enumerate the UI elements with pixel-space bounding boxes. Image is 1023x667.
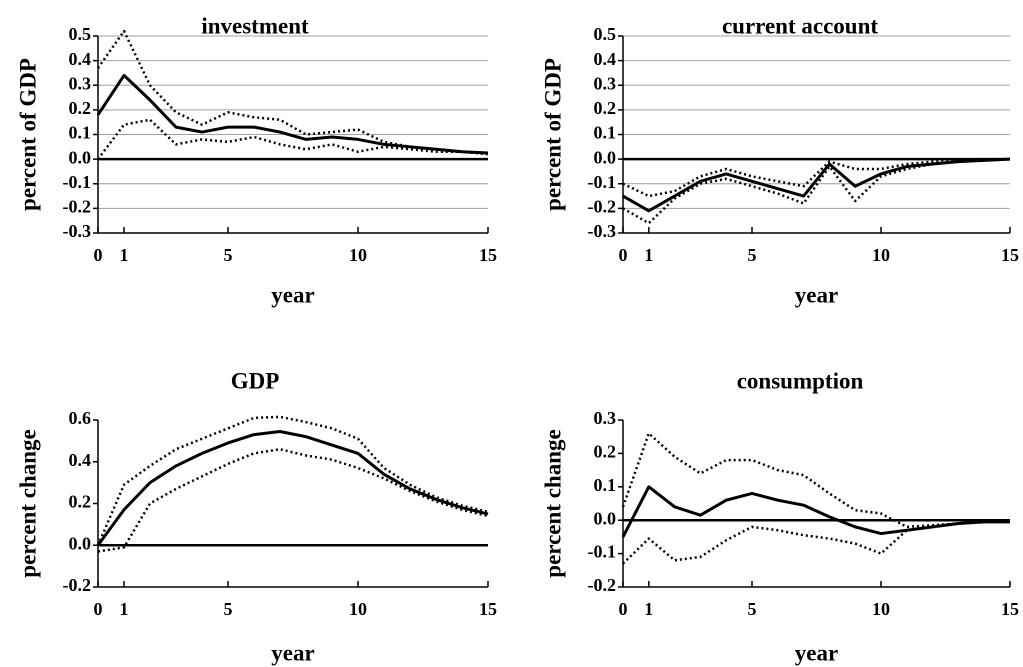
x-tick-label: 5	[748, 245, 757, 265]
chart-title: current account	[722, 13, 878, 38]
y-tick-label: -0.1	[63, 172, 92, 192]
x-tick-label: 10	[872, 245, 890, 265]
x-axis-label: year	[795, 282, 838, 307]
y-tick-label: 0.5	[69, 24, 92, 44]
panel: consumption percent change year 0.3 0.2 0.1 0.…	[540, 368, 1019, 665]
y-tick-label: -0.3	[588, 221, 617, 241]
y-tick-label: 0.2	[69, 492, 92, 512]
y-tick-label: 0.1	[594, 475, 617, 495]
y-tick-label: 0.3	[594, 73, 617, 93]
y-tick-label: -0.2	[63, 197, 92, 217]
y-tick-label: -0.2	[63, 575, 92, 595]
y-axis-label: percent of GDP	[15, 58, 40, 211]
x-tick-label: 0	[94, 245, 103, 265]
y-tick-label: 0.3	[69, 73, 92, 93]
y-tick-label: 0.0	[594, 508, 617, 528]
x-tick-label: 15	[1001, 245, 1019, 265]
x-tick-label: 1	[644, 599, 653, 619]
y-tick-label: 0.2	[594, 442, 617, 462]
chart-title: investment	[201, 13, 309, 38]
x-tick-label: 1	[120, 599, 129, 619]
y-axis-label: percent change	[15, 429, 40, 577]
x-tick-label: 0	[619, 599, 628, 619]
y-tick-label: 0.3	[594, 408, 617, 428]
x-tick-label: 5	[224, 245, 233, 265]
panel: current account percent of GDP year 0.5 0.4 0…	[540, 13, 1019, 307]
y-tick-label: 0.4	[69, 450, 92, 470]
x-axis-label: year	[795, 640, 838, 665]
chart-title: GDP	[231, 368, 280, 393]
y-tick-label: -0.1	[588, 542, 617, 562]
y-tick-label: 0.0	[69, 147, 92, 167]
y-tick-label: 0.4	[594, 49, 617, 69]
x-tick-label: 10	[872, 599, 890, 619]
y-tick-label: 0.6	[69, 408, 92, 428]
y-tick-label: 0.2	[69, 98, 92, 118]
y-tick-label: 0.1	[69, 123, 92, 143]
x-tick-label: 1	[120, 245, 129, 265]
y-axis-label: percent of GDP	[540, 58, 565, 211]
band-line	[97, 447, 489, 553]
x-tick-label: 10	[349, 599, 367, 619]
x-axis-label: year	[271, 282, 314, 307]
band-line	[622, 520, 1010, 565]
y-tick-label: 0.5	[594, 24, 617, 44]
x-tick-label: 5	[748, 599, 757, 619]
x-axis-label: year	[271, 640, 314, 665]
y-tick-label: 0.1	[594, 123, 617, 143]
y-tick-label: -0.2	[588, 575, 617, 595]
y-tick-label: 0.0	[594, 147, 617, 167]
y-tick-label: 0.2	[594, 98, 617, 118]
chart-title: consumption	[737, 368, 864, 393]
band-line	[622, 157, 1011, 225]
estimate-line	[621, 485, 1010, 538]
estimate-line	[96, 429, 489, 547]
band-line	[97, 118, 489, 160]
x-tick-label: 0	[94, 599, 103, 619]
x-tick-label: 1	[644, 245, 653, 265]
x-tick-label: 15	[1001, 599, 1019, 619]
y-axis-label: percent change	[540, 429, 565, 577]
x-tick-label: 15	[479, 245, 497, 265]
y-tick-label: -0.3	[63, 221, 92, 241]
y-tick-label: -0.1	[588, 172, 617, 192]
x-tick-label: 0	[619, 245, 628, 265]
band-line	[622, 157, 1010, 198]
band-line	[96, 415, 489, 546]
x-tick-label: 15	[479, 599, 497, 619]
estimate-line	[622, 157, 1011, 213]
x-tick-label: 5	[224, 599, 233, 619]
estimate-line	[96, 73, 489, 155]
panel: investment percent of GDP year 0.5 0.4 0.3 0.2…	[15, 13, 497, 307]
y-tick-label: -0.2	[588, 197, 617, 217]
band-line	[621, 432, 1010, 529]
x-tick-label: 10	[349, 245, 367, 265]
y-tick-label: 0.0	[69, 533, 92, 553]
y-tick-label: 0.4	[69, 49, 92, 69]
